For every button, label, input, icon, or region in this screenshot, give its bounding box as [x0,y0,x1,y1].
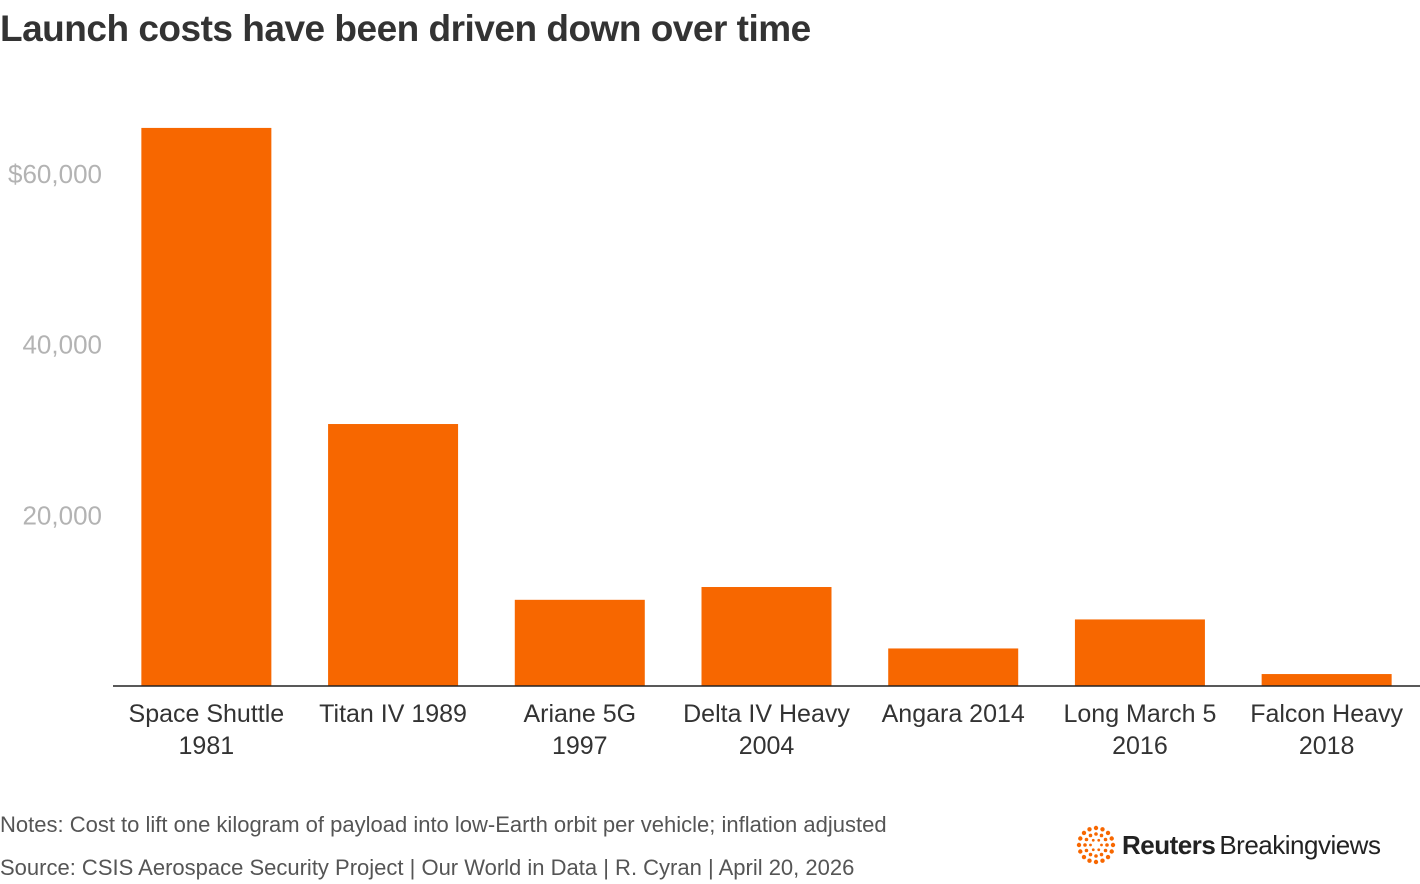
x-tick-label: 1997 [552,732,608,760]
x-tick-label: Delta IV Heavy [683,700,850,728]
bars [141,127,1392,687]
x-tick-label: Angara 2014 [882,700,1025,728]
x-tick-label: Falcon Heavy [1250,700,1403,728]
brand-logo: Reuters Breakingviews [1076,824,1381,866]
x-tick-label: 1981 [179,732,235,760]
x-tick-label: 2016 [1112,732,1168,760]
bar [888,648,1019,686]
y-tick-label: $60,000 [8,159,102,189]
bar [141,127,272,687]
chart-title: Launch costs have been driven down over … [0,8,811,49]
bar [701,587,832,686]
x-tick-label: 2004 [739,732,795,760]
x-tick-label: Titan IV 1989 [319,700,467,728]
bar [514,599,645,686]
y-tick-label: 20,000 [22,500,102,530]
bar-chart: 20,000 40,000 $60,000 Space Shuttle 1981 Tit… [8,127,1420,760]
x-axis-labels: Space Shuttle 1981 Titan IV 1989 Ariane 5G 1… [129,700,1404,760]
bar [328,424,459,686]
bar [1074,619,1205,686]
brand-name-regular: Breakingviews [1219,829,1381,860]
x-tick-label: Long March 5 [1063,700,1216,728]
bar [1261,674,1392,686]
reuters-dots-logo-icon [1076,825,1116,865]
brand-name-bold: Reuters [1122,829,1216,860]
y-axis-ticks: 20,000 40,000 $60,000 [8,159,102,530]
chart-source: Source: CSIS Aerospace Security Project … [0,855,855,880]
chart-notes: Notes: Cost to lift one kilogram of payl… [0,812,887,837]
x-tick-label: 2018 [1299,732,1355,760]
y-tick-label: 40,000 [22,330,102,360]
x-tick-label: Ariane 5G [524,700,637,728]
x-tick-label: Space Shuttle [129,700,285,728]
